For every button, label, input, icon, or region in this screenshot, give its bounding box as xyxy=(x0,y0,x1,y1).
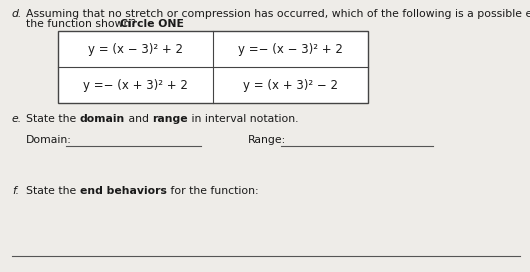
Text: y =− (x − 3)² + 2: y =− (x − 3)² + 2 xyxy=(238,42,343,55)
Text: end behaviors: end behaviors xyxy=(80,186,166,196)
Text: d.: d. xyxy=(12,9,22,19)
Text: for the function:: for the function: xyxy=(166,186,258,196)
Text: domain: domain xyxy=(80,114,125,124)
Text: State the: State the xyxy=(26,186,80,196)
Text: in interval notation.: in interval notation. xyxy=(188,114,298,124)
Text: y =− (x + 3)² + 2: y =− (x + 3)² + 2 xyxy=(83,79,188,91)
Text: range: range xyxy=(153,114,188,124)
Text: the function shown?: the function shown? xyxy=(26,19,139,29)
Text: Domain:: Domain: xyxy=(26,135,72,145)
Text: y = (x − 3)² + 2: y = (x − 3)² + 2 xyxy=(88,42,183,55)
Text: State the: State the xyxy=(26,114,80,124)
Text: f.: f. xyxy=(12,186,19,196)
Text: Range:: Range: xyxy=(248,135,286,145)
Text: y = (x + 3)² − 2: y = (x + 3)² − 2 xyxy=(243,79,338,91)
Text: Assuming that no stretch or compression has occurred, which of the following is : Assuming that no stretch or compression … xyxy=(26,9,530,19)
Text: Circle ONE: Circle ONE xyxy=(120,19,184,29)
Text: e.: e. xyxy=(12,114,22,124)
Bar xyxy=(58,31,368,103)
Text: and: and xyxy=(125,114,153,124)
